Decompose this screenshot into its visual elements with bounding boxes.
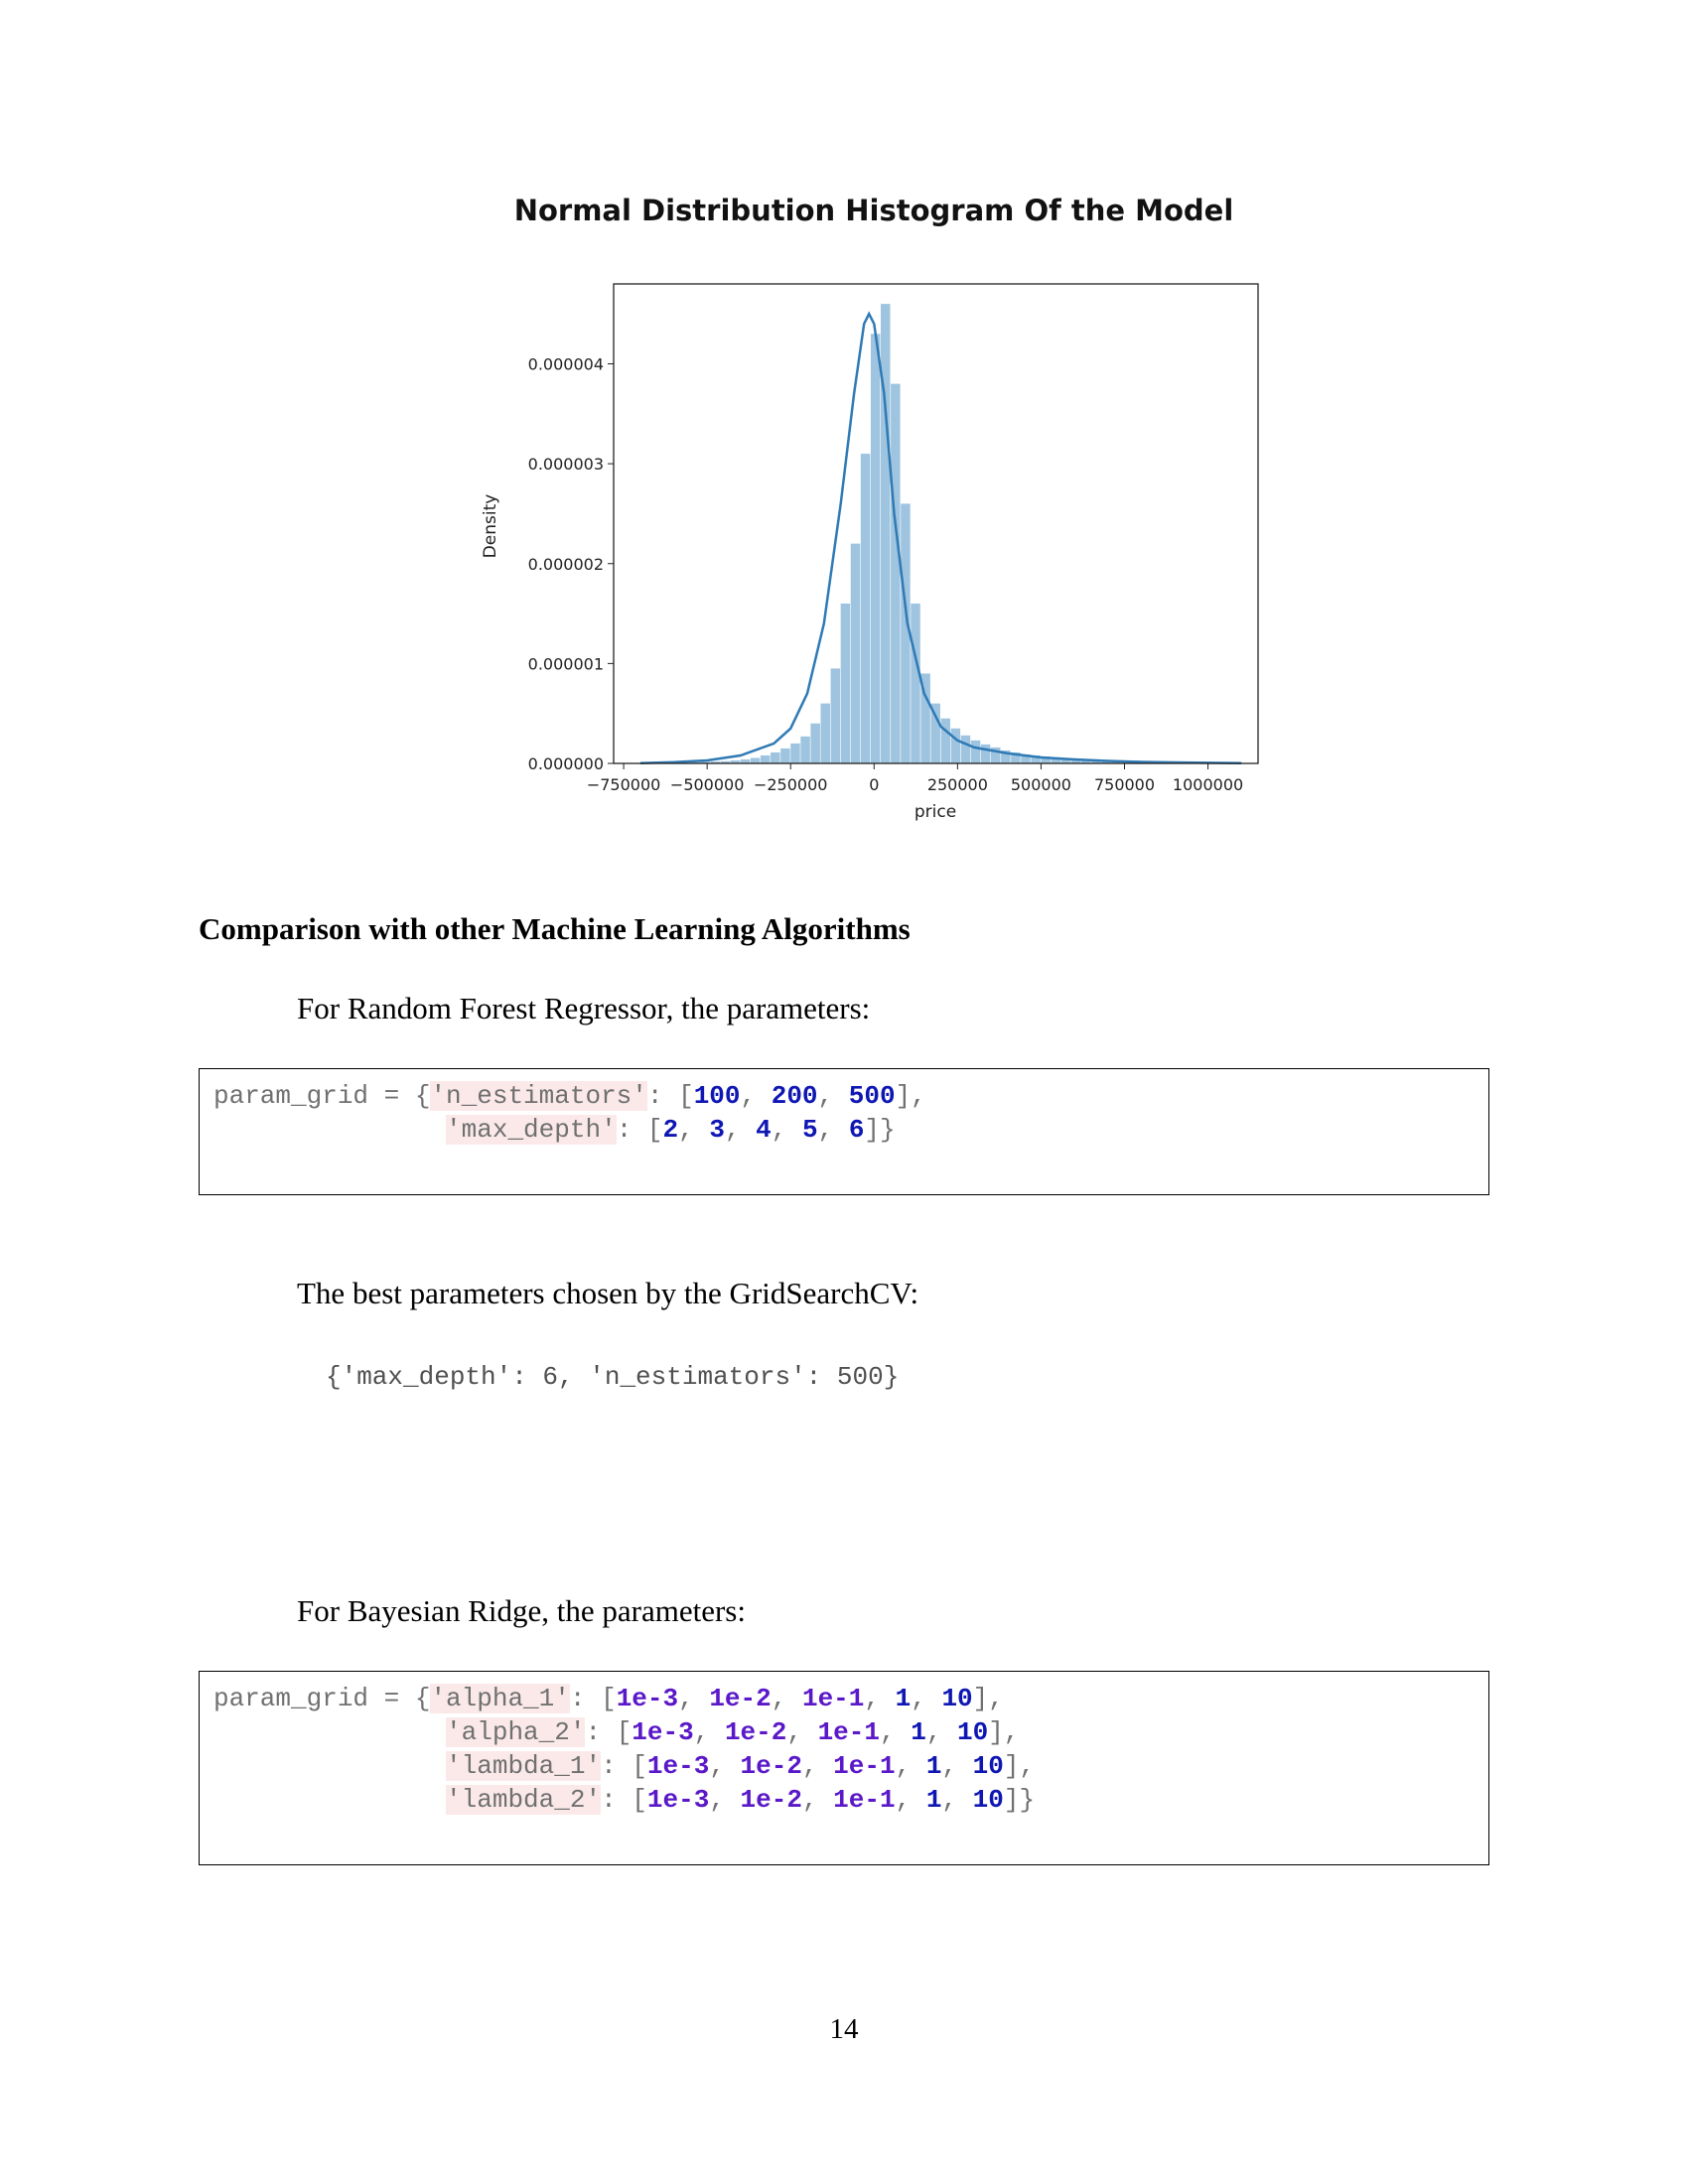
histogram-bar xyxy=(990,747,1001,763)
histogram-bar xyxy=(840,604,851,763)
histogram-bar xyxy=(891,383,901,763)
y-axis: 0.000000 0.000001 0.000002 0.000003 0.000004 xyxy=(528,355,614,773)
histogram-bar xyxy=(860,454,871,763)
histogram-bar xyxy=(980,744,991,763)
x-axis: −750000 −500000 −250000 0 250000 500000 750000… xyxy=(587,763,1243,794)
br-code-block: param_grid = {'alpha_1': [1e-3, 1e-2, 1e… xyxy=(199,1671,1489,1865)
histogram-bar xyxy=(850,543,861,763)
histogram-bar xyxy=(920,673,930,763)
histogram-svg: Normal Distribution Histogram Of the Mod… xyxy=(481,194,1259,822)
histogram-bar xyxy=(730,759,741,763)
rf-code-block: param_grid = {'n_estimators': [100, 200,… xyxy=(199,1068,1489,1195)
histogram-bar xyxy=(790,743,800,763)
histogram-bar xyxy=(950,728,961,763)
histogram-bar xyxy=(830,668,841,763)
y-tick-label: 0.000004 xyxy=(528,355,604,374)
histogram-bar xyxy=(710,761,721,763)
y-tick-label: 0.000003 xyxy=(528,455,604,474)
y-axis-label: Density xyxy=(481,494,500,559)
histogram-bar xyxy=(911,604,920,763)
x-tick-label: −750000 xyxy=(587,775,660,794)
histogram-bar xyxy=(700,761,710,763)
histogram-bar xyxy=(1011,751,1021,763)
plot-frame xyxy=(613,283,1259,764)
x-tick-label: 500000 xyxy=(1011,775,1071,794)
histogram-chart: Normal Distribution Histogram Of the Mod… xyxy=(477,189,1331,844)
histogram-bar xyxy=(881,304,891,763)
x-tick-label: −250000 xyxy=(754,775,827,794)
section-heading: Comparison with other Machine Learning A… xyxy=(199,911,911,946)
x-tick-label: 0 xyxy=(869,775,879,794)
histogram-bar xyxy=(771,751,780,763)
chart-title: Normal Distribution Histogram Of the Mod… xyxy=(514,194,1234,227)
histogram-bar xyxy=(1090,759,1101,763)
histogram-bar xyxy=(1060,757,1071,763)
histogram-bar xyxy=(901,503,911,763)
histogram-bar xyxy=(970,740,981,763)
br-code-line: param_grid = {'alpha_1': [1e-3, 1e-2, 1e… xyxy=(213,1684,1004,1713)
best-params-intro: The best parameters chosen by the GridSe… xyxy=(297,1276,919,1310)
rf-code-line-2: 'max_depth': [2, 3, 4, 5, 6]} xyxy=(446,1115,896,1145)
best-params-output: {'max_depth': 6, 'n_estimators': 500} xyxy=(326,1362,900,1392)
kde-curve xyxy=(639,311,1242,764)
br-code-line: 'alpha_2': [1e-3, 1e-2, 1e-1, 1, 10], xyxy=(446,1717,1020,1747)
x-tick-label: 1000000 xyxy=(1173,775,1243,794)
histogram-bar xyxy=(1070,758,1081,763)
page-number: 14 xyxy=(829,2013,859,2045)
histogram-bar xyxy=(1031,754,1041,763)
histogram-bar xyxy=(760,754,771,763)
histogram-bar xyxy=(780,748,790,763)
y-tick-label: 0.000001 xyxy=(528,654,604,673)
histogram-bar xyxy=(750,757,761,763)
histogram-bar xyxy=(800,736,810,763)
histogram-bar xyxy=(720,760,731,763)
rf-intro-text: For Random Forest Regressor, the paramet… xyxy=(297,991,871,1025)
y-tick-label: 0.000002 xyxy=(528,555,604,574)
histogram-bar xyxy=(1051,756,1061,763)
histogram-bar xyxy=(1080,759,1091,763)
x-tick-label: 250000 xyxy=(927,775,988,794)
histogram-bar xyxy=(930,703,940,763)
histogram-bar xyxy=(1041,755,1051,763)
histogram-bar xyxy=(1021,753,1031,763)
histogram-bar xyxy=(940,718,951,763)
y-tick-label: 0.000000 xyxy=(528,754,604,773)
x-axis-label: price xyxy=(914,802,956,822)
br-code-line: 'lambda_2': [1e-3, 1e-2, 1e-1, 1, 10]} xyxy=(446,1785,1036,1815)
br-code-line: 'lambda_1': [1e-3, 1e-2, 1e-1, 1, 10], xyxy=(446,1751,1036,1781)
histogram-bar xyxy=(740,758,751,763)
histogram-bar xyxy=(810,723,820,763)
rf-code-line-1: param_grid = {'n_estimators': [100, 200,… xyxy=(213,1081,926,1111)
x-tick-label: 750000 xyxy=(1094,775,1155,794)
histogram-bar xyxy=(820,703,830,763)
histogram-bar xyxy=(870,334,881,763)
histogram-bar xyxy=(1001,750,1011,763)
br-intro-text: For Bayesian Ridge, the parameters: xyxy=(297,1593,746,1628)
bars-group xyxy=(639,304,1241,763)
x-tick-label: −500000 xyxy=(670,775,744,794)
histogram-bar xyxy=(960,735,971,763)
